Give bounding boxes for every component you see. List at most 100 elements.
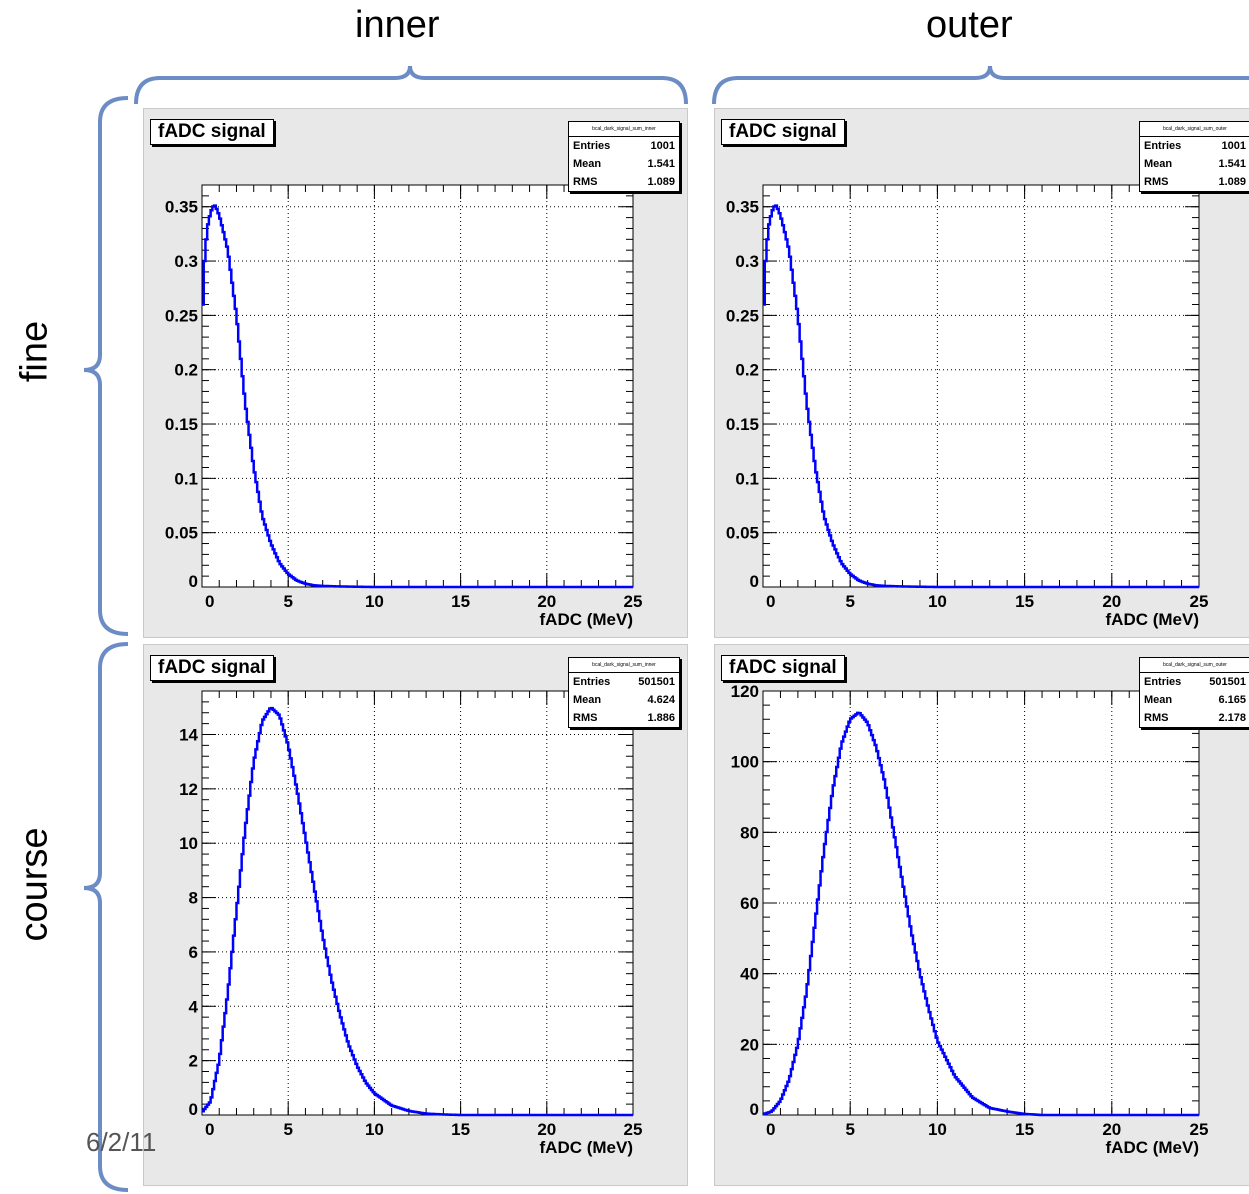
stats-entries-label: Entries: [1144, 676, 1182, 688]
stats-mean-value: 1.541: [647, 158, 675, 170]
x-axis-label: fADC (MeV): [540, 610, 634, 629]
histogram-title: fADC signal: [150, 119, 274, 145]
x-tick-label: 25: [624, 592, 643, 611]
stats-name: bcal_dark_signal_sum_inner: [569, 122, 679, 137]
y-tick-label: 0: [750, 1100, 759, 1119]
x-tick-label: 15: [1015, 592, 1034, 611]
x-tick-label: 25: [1190, 592, 1209, 611]
plot-area: [202, 691, 633, 1115]
x-tick-label: 20: [1102, 592, 1121, 611]
y-tick-label: 12: [179, 780, 198, 799]
stats-entries-label: Entries: [573, 140, 611, 152]
histogram-plot-fine-outer: 0 5 10 15 20 25 0 0.05 0.1 0.15 0.2 0.25 0.3 0.35 fADC…: [726, 184, 1209, 629]
y-tick-label: 0.3: [735, 252, 759, 271]
x-tick-label: 25: [1190, 1120, 1209, 1139]
stats-mean-value: 1.541: [1218, 158, 1246, 170]
bracket-inner: [134, 65, 688, 105]
y-tick-label: 0: [189, 572, 198, 591]
stats-entries-value: 501501: [638, 676, 675, 688]
histogram-panel-fine-inner: 0 5 10 15 20 25 0 0.05 0.1 0.15 0.2 0.25 0.3 0.35 fADC…: [143, 108, 688, 638]
bracket-course: [83, 642, 129, 1192]
y-tick-label: 0.35: [726, 198, 759, 217]
stats-mean-label: Mean: [573, 694, 602, 706]
stats-name: bcal_dark_signal_sum_outer: [1140, 658, 1249, 673]
stats-rms-label: RMS: [1144, 712, 1169, 724]
histogram-series-line: [763, 711, 1199, 1117]
stats-entries-value: 501501: [1209, 676, 1246, 688]
x-tick-label: 0: [766, 1120, 775, 1139]
x-tick-label: 25: [624, 1120, 643, 1139]
stats-mean-value: 6.165: [1218, 694, 1246, 706]
stats-mean-label: Mean: [1144, 158, 1173, 170]
y-tick-label: 2: [189, 1052, 198, 1071]
stats-rms-label: RMS: [573, 712, 598, 724]
histogram-plot-course-inner: 0 5 10 15 20 25 0 2 4 6 8 10 12 14 fADC (MeV): [179, 690, 643, 1157]
x-tick-label: 10: [928, 592, 947, 611]
x-tick-label: 0: [205, 592, 214, 611]
x-tick-label: 20: [537, 592, 556, 611]
column-label-outer: outer: [926, 4, 1013, 46]
y-tick-label: 0: [189, 1100, 198, 1119]
y-tick-label: 60: [740, 894, 759, 913]
x-tick-label: 15: [1015, 1120, 1034, 1139]
x-tick-label: 10: [365, 1120, 384, 1139]
y-tick-label: 0.15: [726, 415, 759, 434]
x-axis-label: fADC (MeV): [1106, 1138, 1200, 1157]
stats-entries-value: 1001: [650, 140, 675, 152]
y-tick-label: 0.3: [174, 252, 198, 271]
stats-rms-label: RMS: [1144, 176, 1169, 188]
stats-rms-value: 2.178: [1218, 712, 1246, 724]
x-tick-label: 0: [766, 592, 775, 611]
x-tick-label: 5: [845, 1120, 854, 1139]
histogram-plot-fine-inner: 0 5 10 15 20 25 0 0.05 0.1 0.15 0.2 0.25 0.3 0.35 fADC…: [165, 184, 643, 629]
stats-name: bcal_dark_signal_sum_outer: [1140, 122, 1249, 137]
bracket-fine: [83, 96, 129, 636]
x-tick-label: 5: [283, 592, 292, 611]
x-tick-label: 15: [451, 592, 470, 611]
stats-box: bcal_dark_signal_sum_outer Entries 1001 M…: [1139, 121, 1249, 192]
y-tick-label: 4: [189, 997, 199, 1016]
histogram-series-line: [202, 706, 633, 1117]
histogram-panel-fine-outer: 0 5 10 15 20 25 0 0.05 0.1 0.15 0.2 0.25 0.3 0.35 fADC…: [714, 108, 1249, 638]
y-tick-label: 0.2: [735, 361, 759, 380]
y-tick-label: 80: [740, 823, 759, 842]
histogram-panel-course-inner: 0 5 10 15 20 25 0 2 4 6 8 10 12 14 fADC (MeV) fADC sig…: [143, 644, 688, 1186]
x-axis-label: fADC (MeV): [1106, 610, 1200, 629]
x-tick-label: 15: [451, 1120, 470, 1139]
x-tick-label: 20: [537, 1120, 556, 1139]
x-tick-label: 10: [928, 1120, 947, 1139]
y-tick-label: 10: [179, 834, 198, 853]
stats-box: bcal_dark_signal_sum_inner Entries 1001 M…: [568, 121, 680, 192]
plot-area: [763, 691, 1199, 1115]
stats-name: bcal_dark_signal_sum_inner: [569, 658, 679, 673]
histogram-title: fADC signal: [721, 655, 845, 681]
stats-entries-label: Entries: [1144, 140, 1182, 152]
x-tick-label: 10: [365, 592, 384, 611]
column-label-inner: inner: [355, 4, 440, 46]
y-tick-label: 0.35: [165, 198, 198, 217]
x-tick-label: 5: [283, 1120, 292, 1139]
y-tick-label: 0.05: [165, 524, 198, 543]
stats-entries-value: 1001: [1221, 140, 1246, 152]
y-tick-label: 0.15: [165, 415, 198, 434]
stats-mean-value: 4.624: [647, 694, 675, 706]
bracket-outer: [712, 65, 1249, 105]
y-tick-label: 0.1: [735, 469, 759, 488]
histogram-plot-course-outer: 0 5 10 15 20 25 0 20 40 60 80 100 120 fADC (MeV): [731, 682, 1209, 1157]
plot-frame: [762, 690, 1200, 1116]
histogram-series-line: [202, 204, 633, 589]
stats-entries-label: Entries: [573, 676, 611, 688]
stats-box: bcal_dark_signal_sum_inner Entries 501501…: [568, 657, 680, 728]
slide-date: 6/2/11: [86, 1127, 157, 1157]
x-tick-label: 0: [205, 1120, 214, 1139]
histogram-title: fADC signal: [150, 655, 274, 681]
stats-box: bcal_dark_signal_sum_outer Entries 501501…: [1139, 657, 1249, 728]
y-tick-label: 20: [740, 1035, 759, 1054]
y-tick-label: 14: [179, 725, 198, 744]
stats-rms-value: 1.089: [647, 176, 675, 188]
histogram-series-line: [763, 204, 1199, 589]
x-tick-label: 20: [1102, 1120, 1121, 1139]
x-axis-label: fADC (MeV): [540, 1138, 634, 1157]
stats-mean-label: Mean: [1144, 694, 1173, 706]
